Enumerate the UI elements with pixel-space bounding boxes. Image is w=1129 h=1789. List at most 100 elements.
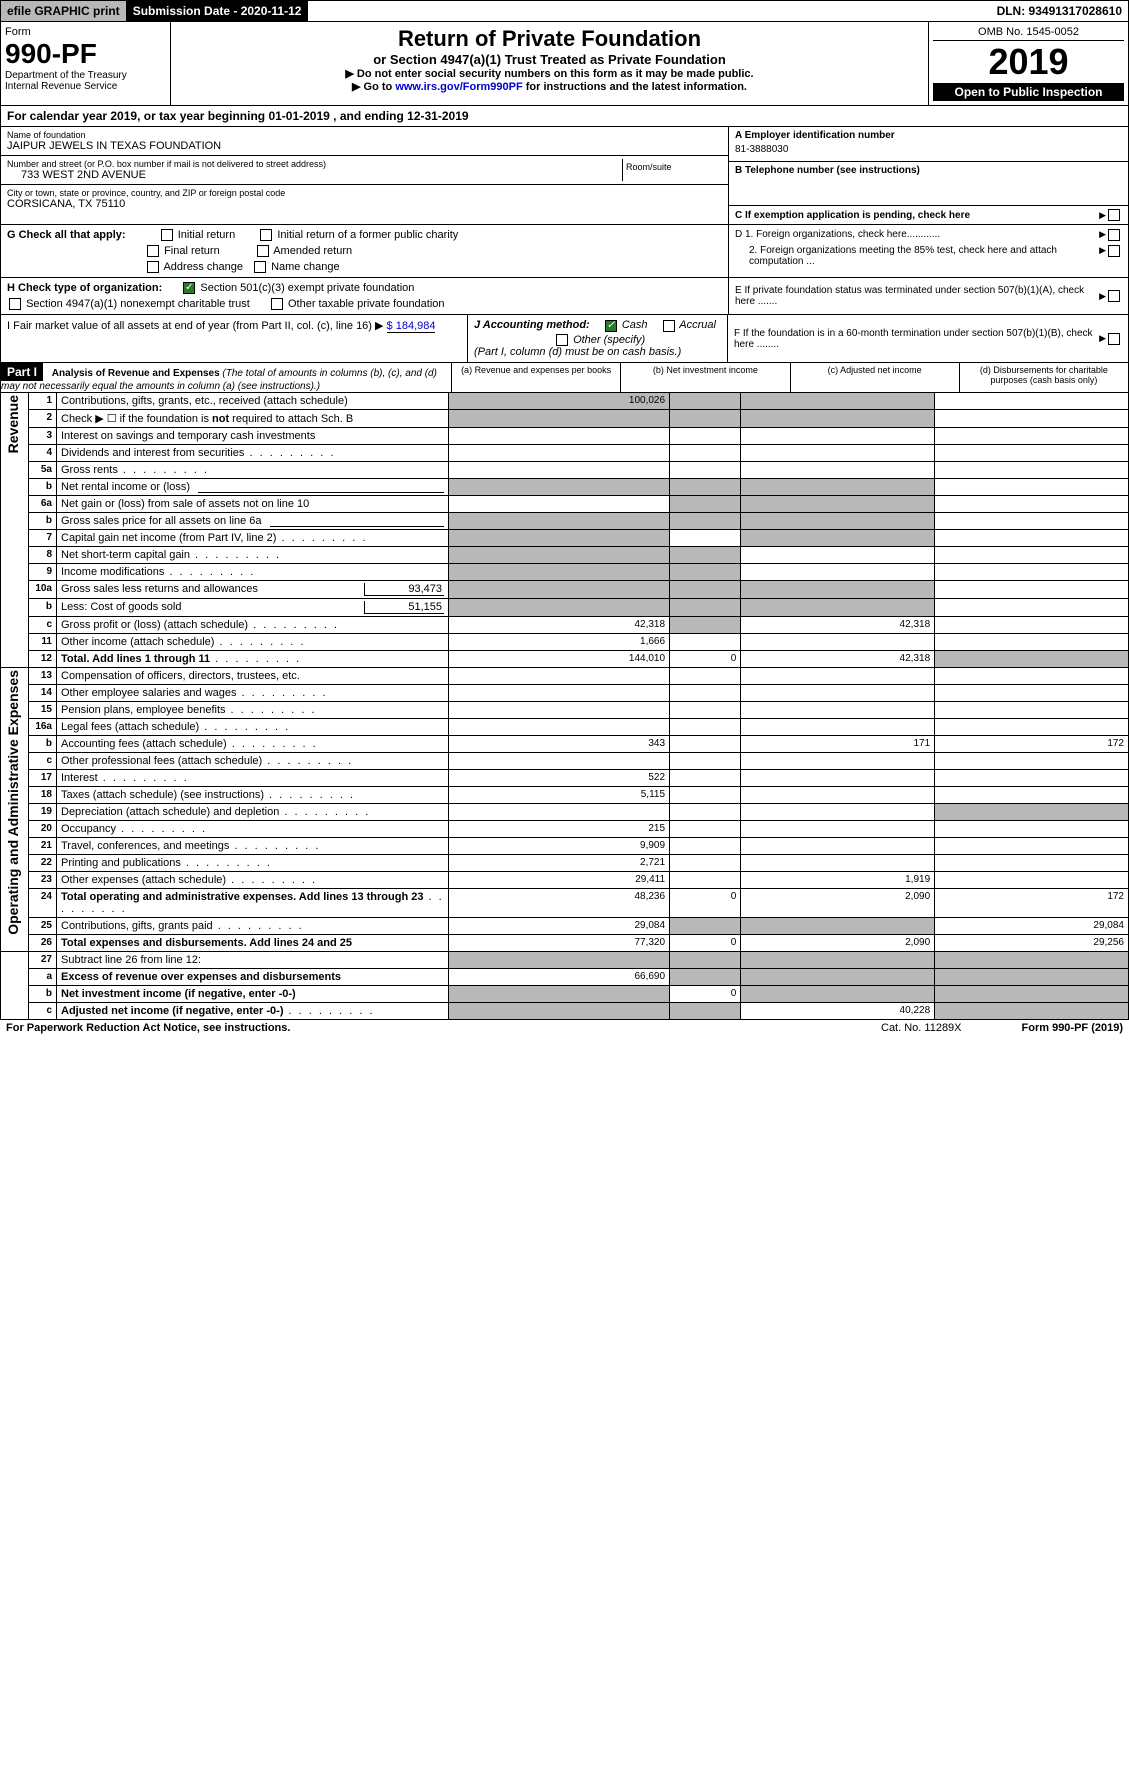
chk-d2[interactable] bbox=[1108, 245, 1120, 257]
table-row: cOther professional fees (attach schedul… bbox=[1, 752, 1129, 769]
table-row: cAdjusted net income (if negative, enter… bbox=[1, 1002, 1129, 1019]
table-row: 27Subtract line 26 from line 12: bbox=[1, 951, 1129, 968]
table-row: 5aGross rents bbox=[1, 461, 1129, 478]
omb-number: OMB No. 1545-0052 bbox=[933, 26, 1124, 41]
exemption-pending-label: C If exemption application is pending, c… bbox=[735, 210, 1099, 221]
submission-date: Submission Date - 2020-11-12 bbox=[127, 1, 309, 21]
table-row: 9Income modifications bbox=[1, 563, 1129, 580]
table-row: bNet rental income or (loss) bbox=[1, 478, 1129, 495]
foundation-name: JAIPUR JEWELS IN TEXAS FOUNDATION bbox=[7, 140, 722, 152]
entity-info: Name of foundation JAIPUR JEWELS IN TEXA… bbox=[0, 127, 1129, 225]
table-row: Revenue1Contributions, gifts, grants, et… bbox=[1, 393, 1129, 410]
table-row: 21Travel, conferences, and meetings9,909 bbox=[1, 837, 1129, 854]
j-label: J Accounting method: bbox=[474, 319, 590, 331]
chk-cash[interactable] bbox=[605, 320, 617, 332]
exemption-checkbox[interactable] bbox=[1108, 209, 1120, 221]
table-row: 17Interest522 bbox=[1, 769, 1129, 786]
e-label: E If private foundation status was termi… bbox=[735, 285, 1099, 307]
g-check-row: G Check all that apply: Initial return I… bbox=[7, 229, 722, 241]
col-b-hdr: (b) Net investment income bbox=[620, 363, 789, 392]
d2-label: 2. Foreign organizations meeting the 85%… bbox=[735, 245, 1099, 267]
chk-amended[interactable] bbox=[257, 245, 269, 257]
chk-f[interactable] bbox=[1108, 333, 1120, 345]
form-note-1: ▶ Do not enter social security numbers o… bbox=[175, 67, 924, 80]
chk-initial-former[interactable] bbox=[260, 229, 272, 241]
table-row: bAccounting fees (attach schedule)343171… bbox=[1, 735, 1129, 752]
part1-badge: Part I bbox=[1, 363, 43, 381]
tax-year: 2019 bbox=[933, 41, 1124, 83]
section-g-d: G Check all that apply: Initial return I… bbox=[0, 225, 1129, 278]
dln: DLN: 93491317028610 bbox=[991, 1, 1128, 21]
top-bar: efile GRAPHIC print Submission Date - 20… bbox=[0, 0, 1129, 22]
table-row: 24Total operating and administrative exp… bbox=[1, 888, 1129, 917]
section-h-e: H Check type of organization: Section 50… bbox=[0, 278, 1129, 315]
table-row: bGross sales price for all assets on lin… bbox=[1, 512, 1129, 529]
chk-other-method[interactable] bbox=[556, 334, 568, 346]
cat-no: Cat. No. 11289X bbox=[881, 1022, 962, 1034]
form-number: 990-PF bbox=[5, 38, 166, 70]
addr-label: Number and street (or P.O. box number if… bbox=[7, 159, 622, 169]
table-row: Operating and Administrative Expenses13C… bbox=[1, 667, 1129, 684]
table-row: bNet investment income (if negative, ent… bbox=[1, 985, 1129, 1002]
calendar-year-line: For calendar year 2019, or tax year begi… bbox=[0, 106, 1129, 127]
chk-name[interactable] bbox=[254, 261, 266, 273]
table-row: 23Other expenses (attach schedule)29,411… bbox=[1, 871, 1129, 888]
i-label: I Fair market value of all assets at end… bbox=[7, 320, 383, 332]
room-suite-label: Room/suite bbox=[622, 159, 722, 181]
table-row: 6aNet gain or (loss) from sale of assets… bbox=[1, 495, 1129, 512]
d1-label: D 1. Foreign organizations, check here..… bbox=[735, 229, 1099, 241]
table-row: 11Other income (attach schedule)1,666 bbox=[1, 633, 1129, 650]
table-row: 19Depreciation (attach schedule) and dep… bbox=[1, 803, 1129, 820]
chk-other-taxable[interactable] bbox=[271, 298, 283, 310]
chk-501c3[interactable] bbox=[183, 282, 195, 294]
table-row: 18Taxes (attach schedule) (see instructi… bbox=[1, 786, 1129, 803]
paperwork-notice: For Paperwork Reduction Act Notice, see … bbox=[6, 1022, 290, 1034]
form-header: Form 990-PF Department of the Treasury I… bbox=[0, 22, 1129, 106]
form-subtitle: or Section 4947(a)(1) Trust Treated as P… bbox=[175, 52, 924, 67]
table-row: 10aGross sales less returns and allowanc… bbox=[1, 580, 1129, 598]
chk-final[interactable] bbox=[147, 245, 159, 257]
j-note: (Part I, column (d) must be on cash basi… bbox=[474, 346, 721, 358]
chk-e[interactable] bbox=[1108, 290, 1120, 302]
table-row: 26Total expenses and disbursements. Add … bbox=[1, 934, 1129, 951]
part1-header: Part I Analysis of Revenue and Expenses … bbox=[0, 363, 1129, 393]
form-label: Form bbox=[5, 26, 166, 38]
table-row: 12Total. Add lines 1 through 11144,01004… bbox=[1, 650, 1129, 667]
table-row: 25Contributions, gifts, grants paid29,08… bbox=[1, 917, 1129, 934]
open-public-badge: Open to Public Inspection bbox=[933, 83, 1124, 101]
efile-print-button[interactable]: efile GRAPHIC print bbox=[1, 1, 127, 21]
ein-label: A Employer identification number bbox=[735, 130, 1122, 141]
col-d-hdr: (d) Disbursements for charitable purpose… bbox=[959, 363, 1128, 392]
table-row: 7Capital gain net income (from Part IV, … bbox=[1, 529, 1129, 546]
ein-value: 81-3888030 bbox=[735, 141, 1122, 158]
table-row: 20Occupancy215 bbox=[1, 820, 1129, 837]
arrow-icon bbox=[1099, 245, 1106, 267]
name-label: Name of foundation bbox=[7, 130, 722, 140]
city-label: City or town, state or province, country… bbox=[7, 188, 722, 198]
col-a-hdr: (a) Revenue and expenses per books bbox=[451, 363, 620, 392]
table-row: 16aLegal fees (attach schedule) bbox=[1, 718, 1129, 735]
section-i-j-f: I Fair market value of all assets at end… bbox=[0, 315, 1129, 362]
chk-address[interactable] bbox=[147, 261, 159, 273]
col-c-hdr: (c) Adjusted net income bbox=[790, 363, 959, 392]
f-label: F If the foundation is in a 60-month ter… bbox=[734, 328, 1099, 350]
table-row: 22Printing and publications2,721 bbox=[1, 854, 1129, 871]
table-row: 2Check ▶ ☐ if the foundation is not requ… bbox=[1, 409, 1129, 427]
h-label: H Check type of organization: bbox=[7, 282, 162, 294]
chk-initial[interactable] bbox=[161, 229, 173, 241]
chk-d1[interactable] bbox=[1108, 229, 1120, 241]
arrow-icon bbox=[1099, 210, 1106, 221]
fmv-value: $ 184,984 bbox=[387, 320, 436, 333]
arrow-icon bbox=[1099, 229, 1106, 241]
form-ref: Form 990-PF (2019) bbox=[1022, 1022, 1123, 1034]
street-address: 733 WEST 2ND AVENUE bbox=[7, 169, 622, 181]
table-row: 8Net short-term capital gain bbox=[1, 546, 1129, 563]
table-row: 4Dividends and interest from securities bbox=[1, 444, 1129, 461]
chk-4947[interactable] bbox=[9, 298, 21, 310]
irs-link[interactable]: www.irs.gov/Form990PF bbox=[395, 81, 522, 93]
form-note-2: ▶ Go to www.irs.gov/Form990PF for instru… bbox=[175, 80, 924, 93]
arrow-icon bbox=[1099, 291, 1106, 302]
arrow-icon bbox=[1099, 333, 1106, 344]
chk-accrual[interactable] bbox=[663, 320, 675, 332]
table-row: 15Pension plans, employee benefits bbox=[1, 701, 1129, 718]
